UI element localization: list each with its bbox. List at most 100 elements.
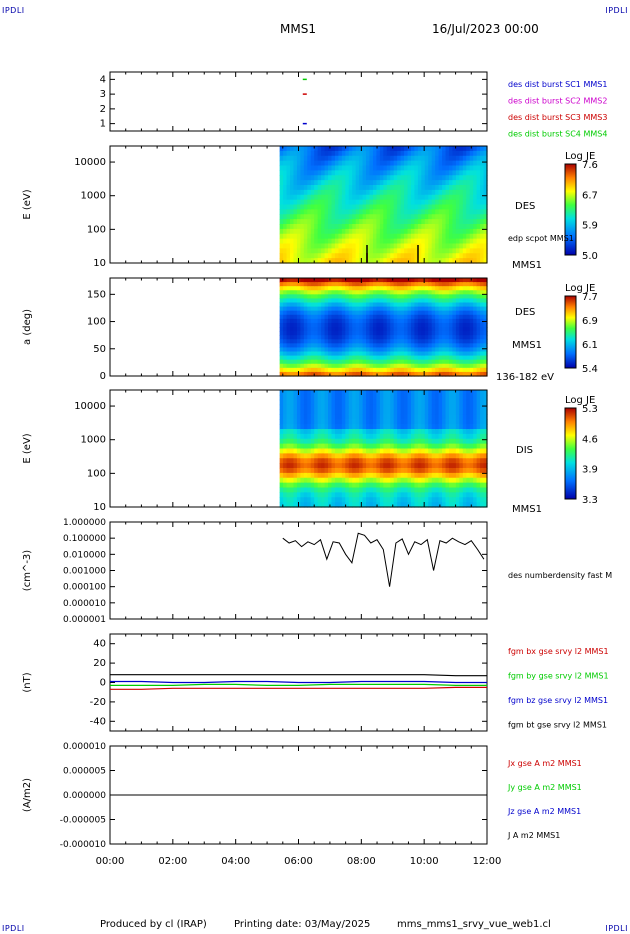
dis-energy-cell bbox=[473, 394, 478, 401]
des-energy-cell bbox=[448, 175, 454, 181]
dis-energy-cell bbox=[435, 419, 440, 425]
dis-energy-cell bbox=[293, 419, 298, 425]
des-energy-cell bbox=[397, 180, 402, 186]
des-energy-cell bbox=[404, 150, 409, 157]
dis-energy-cell bbox=[410, 433, 416, 440]
dis-energy-cell bbox=[341, 390, 346, 396]
des-energy-cell bbox=[293, 224, 298, 230]
des-pitch-cell bbox=[424, 294, 429, 300]
des-energy-cell bbox=[455, 209, 460, 215]
des-pitch-cell bbox=[310, 290, 315, 295]
dis-energy-cell bbox=[338, 453, 343, 459]
dis-energy-cell bbox=[386, 404, 391, 411]
des-pitch-cell bbox=[321, 351, 326, 357]
des-pitch-cell bbox=[307, 335, 312, 340]
des-pitch-cell bbox=[307, 310, 312, 316]
des-energy-cell bbox=[334, 204, 339, 210]
des-pitch-cell bbox=[379, 322, 384, 328]
des-energy-cell bbox=[328, 243, 333, 249]
des-pitch-cell bbox=[414, 331, 419, 336]
des-pitch-cell bbox=[352, 310, 357, 316]
des-energy-cell bbox=[410, 175, 416, 181]
density-legend-entry: des numberdensity fast M bbox=[508, 571, 612, 580]
des-energy-cell bbox=[300, 175, 305, 181]
dis-energy-cell bbox=[455, 492, 460, 498]
des-energy-cell bbox=[483, 180, 488, 186]
dis-energy-cell bbox=[338, 458, 343, 464]
des-energy-cell bbox=[290, 160, 295, 167]
fgm-legend-entry: fgm by gse srvy l2 MMS1 bbox=[508, 672, 609, 681]
des-pitch-cell bbox=[483, 335, 488, 340]
density-ytick-label: 0.010000 bbox=[63, 550, 106, 560]
des-energy-cell bbox=[383, 165, 388, 171]
des-energy-cell bbox=[435, 185, 440, 191]
dis-energy-cell bbox=[290, 482, 295, 489]
dis-energy-cell bbox=[366, 443, 371, 450]
des-pitch-cell bbox=[466, 322, 471, 328]
dis-energy-cell bbox=[345, 477, 350, 484]
des-pitch-cell bbox=[293, 278, 298, 283]
des-energy-cell bbox=[459, 253, 464, 259]
dis-energy-cell bbox=[445, 429, 450, 435]
des-energy-cell bbox=[410, 204, 416, 210]
des-energy-cell bbox=[355, 180, 360, 186]
des-energy-cell bbox=[397, 189, 402, 196]
des-pitch-cell bbox=[469, 314, 474, 320]
des-pitch-cell bbox=[459, 286, 464, 291]
dis-energy-cell bbox=[331, 419, 336, 425]
des-energy-cell bbox=[331, 209, 336, 215]
des-pitch-cell bbox=[376, 298, 381, 304]
des-pitch-cell bbox=[369, 278, 374, 283]
des-pitch-cell bbox=[338, 298, 343, 304]
des-energy-cell bbox=[466, 155, 471, 162]
des-pitch-cell bbox=[324, 322, 329, 328]
des-pitch-cell bbox=[345, 322, 350, 328]
des-pitch-cell bbox=[328, 302, 333, 308]
des-energy-cell bbox=[421, 170, 426, 176]
des-pitch-cell bbox=[407, 302, 412, 308]
dis-energy-cell bbox=[303, 404, 308, 411]
dis-energy-cell bbox=[390, 453, 395, 459]
des-pitch-cell bbox=[286, 339, 291, 344]
dis-energy-cell bbox=[376, 482, 381, 489]
dis-energy-cell bbox=[442, 492, 447, 498]
des-energy-cell bbox=[417, 243, 422, 249]
dis-energy-cell bbox=[359, 424, 364, 430]
des-energy-cell bbox=[448, 199, 454, 206]
dis-energy-cell bbox=[307, 463, 312, 469]
des-pitch-cell bbox=[438, 310, 443, 316]
dis-energy-cell bbox=[334, 487, 339, 493]
des-energy-cell bbox=[435, 146, 440, 152]
des-energy-cell bbox=[400, 219, 405, 225]
des-pitch-cell bbox=[421, 286, 426, 291]
dis-energy-cell bbox=[414, 429, 419, 435]
dis-energy-cell bbox=[307, 394, 312, 401]
des-energy-cell bbox=[359, 204, 364, 210]
des-energy-cell bbox=[334, 155, 339, 162]
des-energy-cell bbox=[459, 258, 464, 264]
des-energy-cell bbox=[393, 180, 398, 186]
des-energy-cell bbox=[324, 224, 329, 230]
des-pitch-cell bbox=[372, 298, 378, 304]
dis-energy-cell bbox=[379, 448, 384, 454]
des-pitch-cell bbox=[445, 327, 450, 332]
des-pitch-cell bbox=[341, 351, 346, 357]
des-energy-cell bbox=[372, 180, 378, 186]
des-pitch-cell bbox=[480, 351, 485, 357]
des-energy-cell bbox=[359, 150, 364, 157]
des-pitch-cell bbox=[435, 310, 440, 316]
des-energy-cell bbox=[455, 170, 460, 176]
des-pitch-cell bbox=[341, 282, 346, 287]
des-pitch-cell bbox=[448, 363, 454, 369]
des-energy-cell bbox=[307, 228, 312, 235]
dis-energy-cell bbox=[307, 438, 312, 445]
des-pitch-cell bbox=[445, 335, 450, 340]
des-pitch-cell bbox=[307, 278, 312, 283]
des-pitch-cell bbox=[352, 343, 357, 349]
dis-energy-cell bbox=[300, 477, 305, 484]
des-energy-cell bbox=[393, 233, 398, 240]
dis-energy-cell bbox=[321, 424, 326, 430]
dis-energy-cell bbox=[369, 414, 374, 420]
des-pitch-cell bbox=[296, 367, 301, 373]
des-pitch-cell bbox=[355, 310, 360, 316]
